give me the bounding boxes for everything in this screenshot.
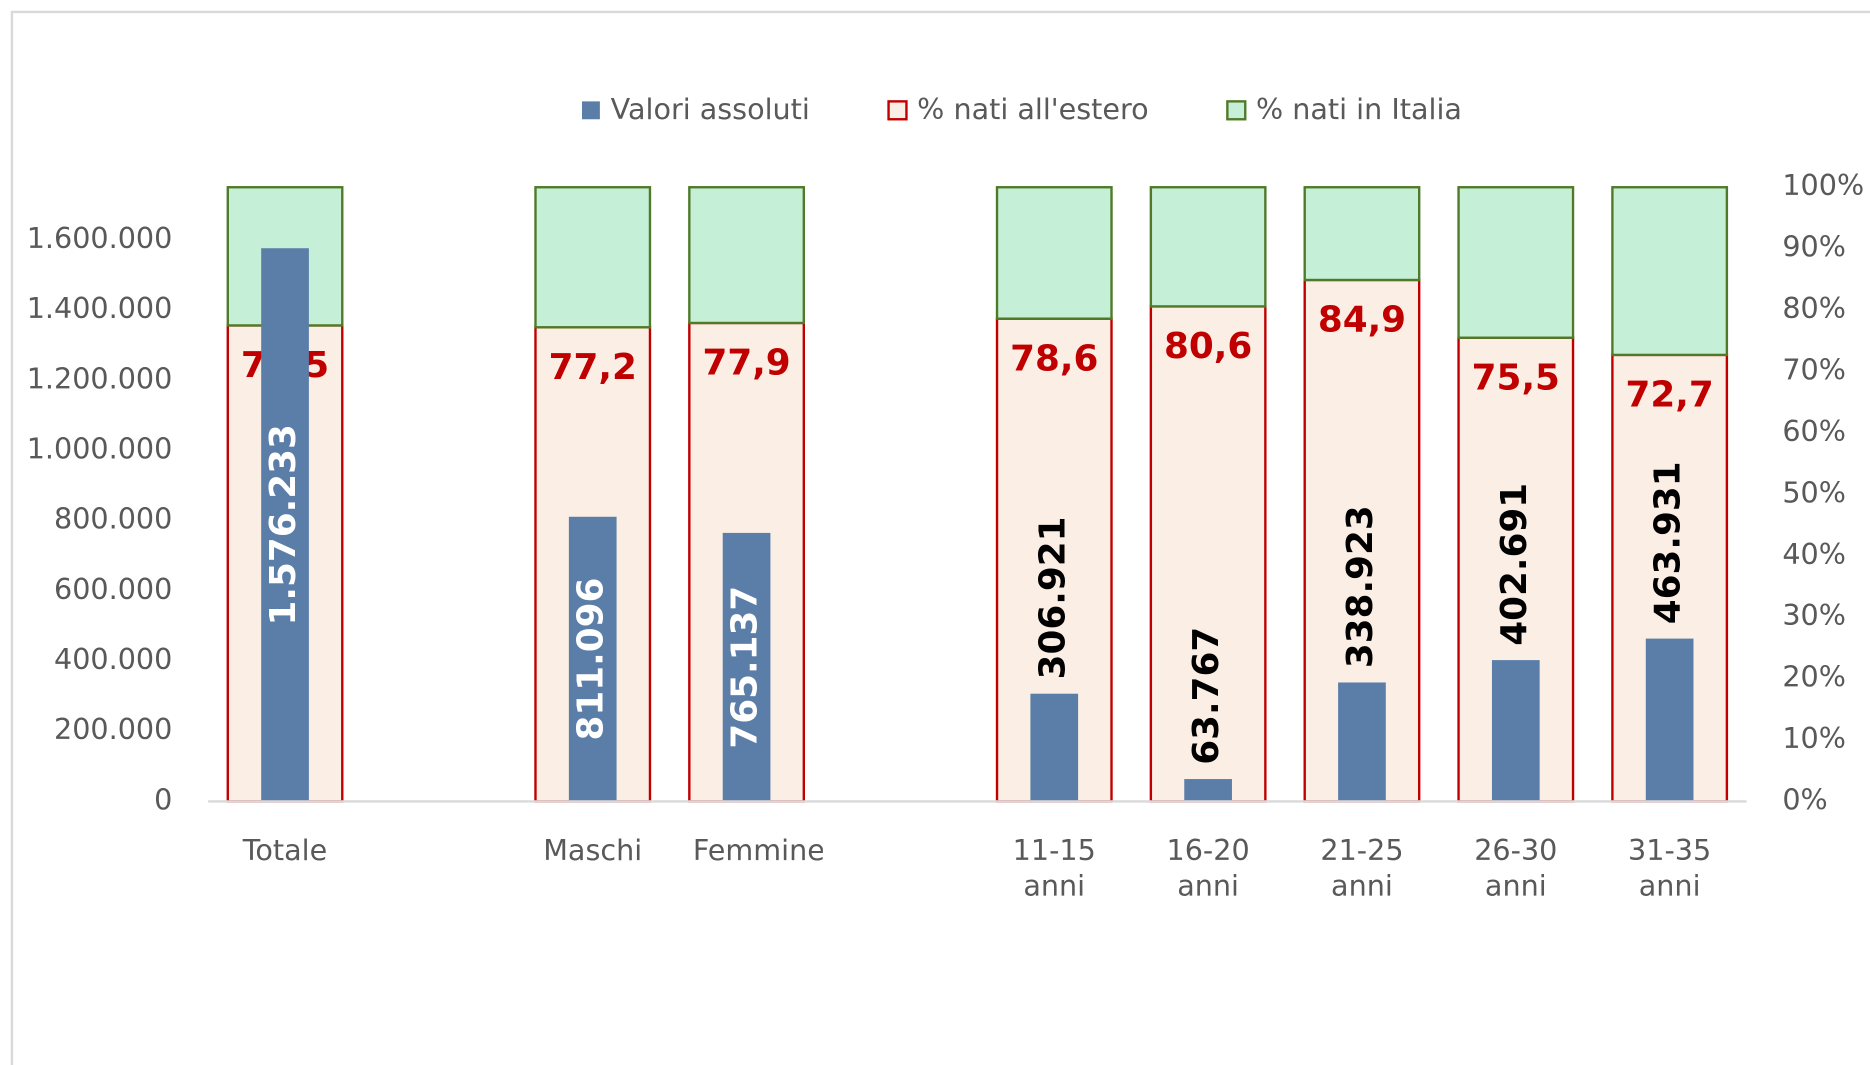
x-tick-label-box: 21-25 anni [1320,833,1404,903]
x-tick-label: 31-35 anni [1628,833,1712,903]
bar [1645,638,1694,802]
y2-tick-label: 90% [1782,230,1846,264]
data-label: 78,6 [1010,338,1098,379]
x-tick-label-box: Totale [242,833,328,868]
data-label: 75,5 [1472,357,1560,398]
y-tick-label: 1.000.000 [27,431,173,465]
bar [1030,693,1079,802]
x-tick-label: 11-15 anni [1012,833,1096,903]
x-tick-label-box: Maschi [543,833,643,868]
y-tick-label: 600.000 [54,572,172,606]
y2-tick-label: 10% [1782,721,1846,755]
legend-label: % nati all'estero [917,92,1148,126]
data-label: 1.576.233 [263,424,304,625]
x-tick-label-box: Femmine [692,833,823,868]
y2-tick-label: 60% [1782,414,1846,448]
y2-tick-label: 0% [1782,782,1827,816]
x-tick-label: 16-20 anni [1166,833,1250,903]
legend-swatch [581,101,600,120]
stacked-bar [534,186,652,329]
stacked-bar [688,186,806,325]
bar [1338,682,1386,802]
legend-swatch [887,100,908,121]
chart-border [10,10,1870,1065]
x-tick-label: 21-25 anni [1320,833,1404,903]
y2-tick-label: 40% [1782,537,1846,571]
data-label: 72,7 [1626,375,1714,416]
x-tick-label-box: 26-30 anni [1474,833,1558,903]
x-tick-label: Maschi [543,833,643,868]
y-tick-label: 1.200.000 [27,361,173,395]
bar [1184,779,1232,802]
stacked-bar [1457,186,1575,339]
data-label: 811.096 [571,578,612,741]
y2-tick-label: 100% [1782,168,1864,202]
legend-label: % nati in Italia [1256,92,1462,126]
bar [1491,660,1540,802]
bar [261,248,309,802]
y2-tick-label: 70% [1782,352,1846,386]
data-label: 84,9 [1318,300,1406,341]
stacked-bar [1611,186,1729,357]
stacked-bar [1303,186,1421,282]
y2-tick-label: 50% [1782,475,1846,509]
legend-label: Valori assoluti [611,92,810,126]
x-tick-label-box: 31-35 anni [1628,833,1712,903]
y2-tick-label: 20% [1782,660,1846,694]
y-tick-label: 1.400.000 [27,291,173,325]
data-label: 765.137 [725,586,766,749]
y-tick-label: 1.600.000 [27,221,173,255]
stacked-bar [1149,186,1267,308]
x-tick-label-box: 16-20 anni [1166,833,1250,903]
data-label: 306.921 [1032,516,1073,679]
stacked-bar [995,186,1113,320]
data-label: 402.691 [1494,483,1535,646]
legend-swatch [1226,100,1247,121]
data-label: 80,6 [1164,326,1252,367]
y-tick-label: 200.000 [54,712,172,746]
data-label: 77,9 [702,343,790,384]
x-tick-label-box: 11-15 anni [1012,833,1096,903]
y-tick-label: 0 [154,782,172,816]
data-label: 463.931 [1648,461,1689,624]
bar [568,516,617,802]
y2-tick-label: 80% [1782,291,1846,325]
data-label: 338.923 [1340,505,1381,668]
y2-tick-label: 30% [1782,598,1846,632]
x-tick-label: 26-30 anni [1474,833,1558,903]
x-tick-label: Femmine [692,833,823,868]
data-label: 77,2 [549,347,637,388]
x-tick-label: Totale [242,833,328,868]
data-label: 63.767 [1186,627,1227,765]
y-tick-label: 400.000 [54,642,172,676]
y-tick-label: 800.000 [54,502,172,536]
bar [722,532,771,802]
